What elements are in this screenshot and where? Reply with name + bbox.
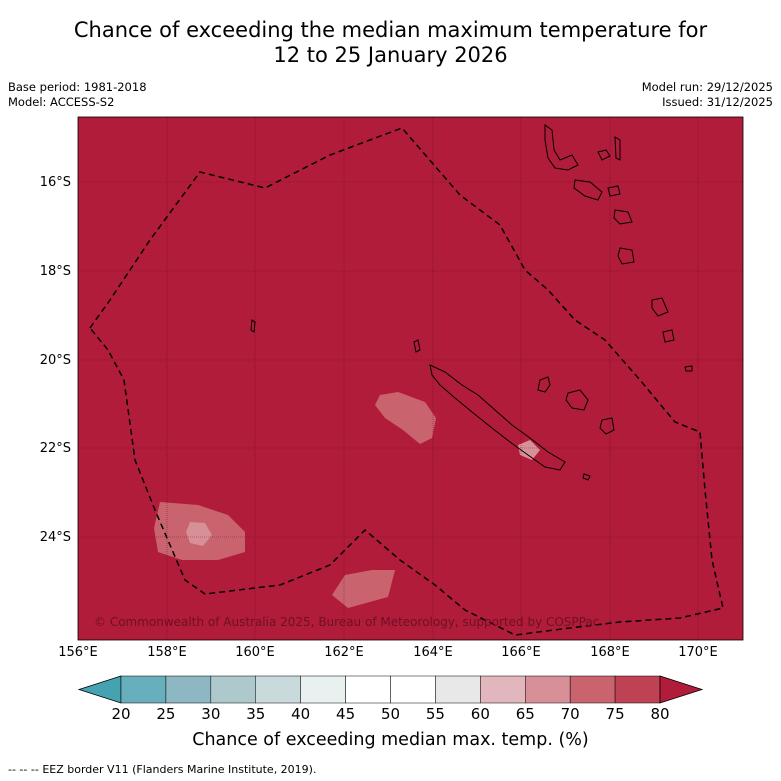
vanuatu-ambrym [607,185,621,197]
colorbar-segment-70-75 [569,675,616,704]
loyalty-island-mare [599,417,615,435]
colorbar-segment-40-45 [300,675,346,704]
colorbar-tick-25: 25 [156,705,176,723]
eez-legend-symbol: -- -- -- [8,763,39,776]
base-period: Base period: 1981-2018 [8,80,147,94]
colorbar-segment-50-55 [390,675,436,704]
colorbar-label: Chance of exceeding median max. temp. (%… [192,730,589,750]
colorbar-tick-50: 50 [380,705,401,723]
colorbar-tick-40: 40 [291,705,311,723]
colorbar-segment-45-50 [345,675,391,704]
lat-label-18s: 18°S [39,264,71,279]
gridlines [78,117,743,640]
eez-legend-text: EEZ border V11 (Flanders Marine Institut… [42,763,317,776]
lon-label-160e: 160°E [235,645,275,660]
loyalty-island-ouvea [537,376,551,393]
east-island [662,329,675,343]
colorbar-segment-20-25 [120,675,167,704]
colorbar-segment-55-60 [435,675,481,704]
loyalty-island-lifou [565,389,589,411]
anomaly-patch-central [375,392,436,444]
land-outlines [250,124,693,481]
colorbar-extend-high [659,675,704,704]
vanuatu-pentecost [614,136,621,161]
colorbar-segment-35-40 [255,675,301,704]
colorbar-tick-60: 60 [470,705,490,723]
title-line-2: 12 to 25 January 2026 [273,43,508,67]
map-frame [77,116,744,641]
lon-label-156e: 156°E [58,645,98,660]
vanuatu-espiritu-santo [544,124,579,171]
lon-label-162e: 162°E [324,645,364,660]
lat-label-24s: 24°S [39,530,71,545]
walpole-island [684,365,693,372]
colorbar-tick-30: 30 [201,705,221,723]
lat-label-22s: 22°S [39,441,71,456]
hunter-matthew-islands [651,297,669,317]
title-line-1: Chance of exceeding the median maximum t… [73,18,708,42]
chesterfield-reef [250,319,256,333]
info-left: Base period: 1981-2018 Model: ACCESS-S2 [8,80,147,110]
anomaly-patch-south [332,570,395,608]
lon-label-158e: 158°E [147,645,187,660]
lat-label-20s: 20°S [39,353,71,368]
vanuatu-ambae [597,149,611,161]
colorbar-tick-70: 70 [560,705,580,723]
info-right: Model run: 29/12/2025 Issued: 31/12/2025 [642,80,773,110]
colorbar-tick-65: 65 [515,705,535,723]
colorbar-segment-25-30 [165,675,212,704]
lon-label-168e: 168°E [590,645,630,660]
colorbar-extend-low [77,675,122,704]
colorbar [77,675,704,704]
vanuatu-erromango [617,247,635,265]
eez-border [89,127,724,636]
lon-label-166e: 166°E [501,645,541,660]
colorbar-segment-60-65 [480,675,526,704]
vanuatu-efate [613,209,633,225]
anomaly-patch-new-caledonia [518,440,540,460]
issued-date: Issued: 31/12/2025 [662,95,773,109]
colorbar-tick-75: 75 [605,705,625,723]
lon-label-170e: 170°E [678,645,718,660]
eez-legend: -- -- -- EEZ border V11 (Flanders Marine… [8,763,316,776]
new-caledonia [429,364,566,471]
chart-title: Chance of exceeding the median maximum t… [0,18,781,68]
colorbar-tick-55: 55 [425,705,445,723]
colorbar-tick-35: 35 [246,705,266,723]
copyright-notice: © Commonwealth of Australia 2025, Bureau… [94,615,599,629]
model-run: Model run: 29/12/2025 [641,80,773,94]
colorbar-tick-20: 20 [111,705,131,723]
lat-label-16s: 16°S [39,175,71,190]
belep-islands [413,339,421,353]
vanuatu-malekula [573,179,603,201]
colorbar-tick-80: 80 [650,705,670,723]
isle-of-pines [582,473,591,481]
colorbar-segment-30-35 [210,675,256,704]
model-name: Model: ACCESS-S2 [8,95,115,109]
anomaly-patch-west-core [186,522,212,546]
colorbar-segment-75-80 [614,675,661,704]
lon-label-164e: 164°E [413,645,453,660]
colorbar-tick-45: 45 [336,705,356,723]
colorbar-segment-65-70 [525,675,571,704]
